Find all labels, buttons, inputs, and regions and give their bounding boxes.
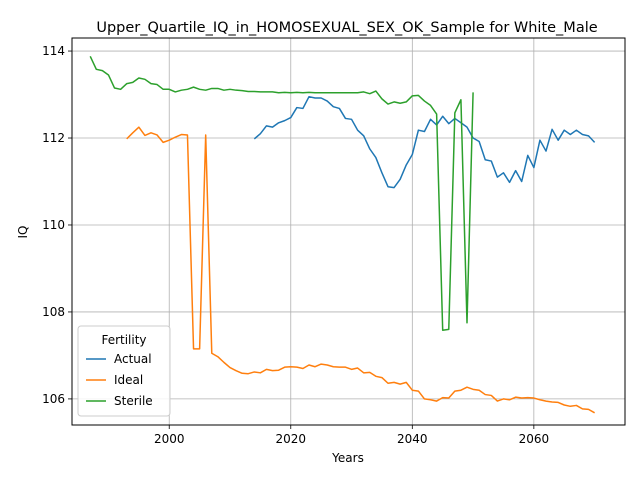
x-tick-label: 2000 (154, 432, 185, 446)
legend: Fertility Actual Ideal Sterile (77, 325, 171, 417)
series-line-sterile (89, 55, 474, 331)
legend-box (77, 325, 171, 417)
legend-label-actual: Actual (114, 352, 152, 366)
series-layer (89, 55, 596, 414)
plot-frame (71, 37, 626, 426)
y-tick-label: 106 (42, 392, 65, 406)
x-tick-label: 2060 (519, 432, 550, 446)
x-axis-ticks: 2000 2020 2040 2060 (154, 425, 549, 446)
legend-label-sterile: Sterile (114, 394, 153, 408)
y-tick-label: 110 (42, 218, 65, 232)
y-tick-label: 112 (42, 131, 65, 145)
legend-items: Actual Ideal Sterile (86, 352, 153, 408)
legend-title: Fertility (101, 333, 146, 347)
series-line-ideal (126, 126, 595, 414)
y-tick-label: 108 (42, 305, 65, 319)
y-axis-label: IQ (16, 226, 30, 239)
y-axis-ticks: 106 108 110 112 114 (42, 44, 72, 406)
series-line-actual (253, 95, 596, 189)
chart-title: Upper_Quartile_IQ_in_HOMOSEXUAL_SEX_OK_S… (96, 20, 597, 36)
x-tick-label: 2040 (397, 432, 428, 446)
legend-label-ideal: Ideal (114, 373, 143, 387)
x-axis-label: Years (331, 451, 364, 465)
x-tick-label: 2020 (275, 432, 306, 446)
y-tick-label: 114 (42, 44, 65, 58)
